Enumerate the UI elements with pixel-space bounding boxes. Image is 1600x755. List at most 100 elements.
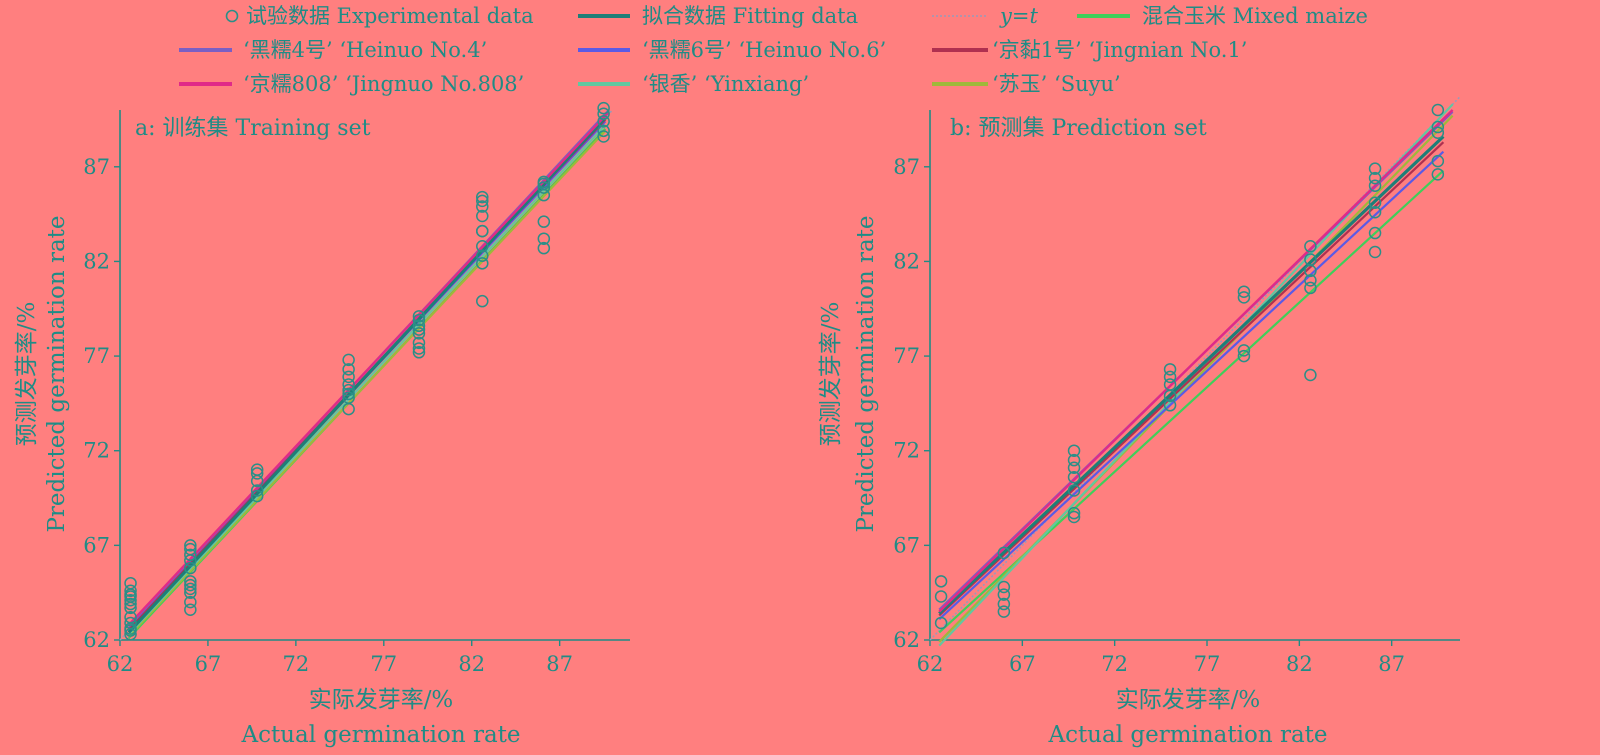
panel-prediction-axes: 62 67 72 77 82 87 62 67 72 77 82 87: [893, 110, 1460, 676]
legend-jingnuo808-label: ‘京糯808’ ‘Jingnuo No.808’: [243, 72, 524, 96]
experimental-point: [934, 616, 948, 630]
panel-prediction-ylabel: 预测发芽率/%: [818, 302, 844, 447]
experimental-point: [1067, 444, 1081, 457]
y-tick-label: 82: [893, 249, 920, 273]
experimental-point: [342, 387, 355, 401]
experimental-point: [184, 542, 197, 556]
experimental-point: [184, 582, 197, 596]
experimental-point: [412, 327, 426, 340]
series-line-fitting: [127, 116, 607, 634]
legend-heinuo6: ‘黑糯6号’ ‘Heinuo No.6’: [578, 38, 886, 62]
experimental-point: [1368, 196, 1382, 209]
experimental-point: [1163, 399, 1177, 412]
panel-prediction-xlabel-en: Actual germination rate: [1047, 722, 1327, 748]
legend-yinxiang-label: ‘银香’ ‘Yinxiang’: [642, 72, 809, 96]
panel-prediction-lines: [929, 96, 1461, 647]
experimental-point: [1304, 253, 1317, 266]
legend-experimental-marker: [225, 9, 239, 23]
experimental-point: [184, 575, 197, 588]
series-line-fitting: [938, 135, 1445, 615]
experimental-point: [1368, 226, 1382, 240]
experimental-point: [184, 561, 197, 575]
legend-heinuo6-label: ‘黑糯6号’ ‘Heinuo No.6’: [642, 38, 886, 62]
experimental-point: [1067, 484, 1081, 497]
experimental-point: [476, 190, 489, 204]
legend-experimental-label: 试验数据 Experimental data: [246, 4, 534, 28]
series-line-jingnuo808: [127, 111, 610, 626]
experimental-point: [1067, 506, 1081, 520]
experimental-point: [1431, 103, 1445, 117]
experimental-point: [1237, 344, 1251, 357]
experimental-point: [1163, 363, 1177, 376]
x-tick-label: 62: [917, 652, 944, 676]
legend-yt-label: y=t: [999, 4, 1038, 28]
experimental-point: [934, 575, 948, 588]
y-tick-label: 62: [83, 628, 110, 652]
experimental-point: [124, 594, 137, 607]
x-tick-label: 87: [546, 652, 573, 676]
experimental-point: [342, 353, 355, 367]
x-tick-label: 77: [370, 652, 397, 676]
y-tick-label: 67: [893, 533, 920, 557]
experimental-point: [997, 605, 1011, 618]
legend: 试验数据 Experimental data 拟合数据 Fitting data…: [179, 4, 1368, 96]
experimental-point: [342, 391, 355, 404]
experimental-point: [597, 124, 610, 138]
experimental-point: [1368, 179, 1382, 192]
x-tick-label: 87: [1378, 652, 1405, 676]
experimental-point: [476, 200, 489, 213]
x-tick-label: 72: [1101, 652, 1128, 676]
experimental-point: [1304, 368, 1317, 382]
experimental-point: [537, 181, 551, 194]
panel-training-axes: 62 67 72 77 82 87 62 67 72 77 82 87: [83, 110, 630, 676]
x-tick-label: 77: [1194, 652, 1221, 676]
panel-training-xlabel-en: Actual germination rate: [240, 722, 520, 748]
experimental-point: [476, 257, 489, 270]
panel-training-xlabel: 实际发芽率/%: [309, 687, 454, 713]
y-tick-label: 87: [83, 155, 110, 179]
experimental-point: [184, 539, 197, 552]
y-tick-label: 72: [83, 439, 110, 463]
experimental-point: [597, 130, 610, 143]
experimental-point: [476, 194, 489, 208]
y-tick-label: 82: [83, 249, 110, 273]
series-line-heinuo6: [938, 150, 1445, 620]
experimental-point: [184, 603, 197, 616]
legend-heinuo4: ‘黑糯4号’ ‘Heinuo No.4’: [179, 38, 487, 62]
x-tick-label: 62: [107, 652, 134, 676]
x-tick-label: 72: [282, 652, 309, 676]
experimental-point: [1368, 205, 1382, 219]
experimental-point: [412, 336, 426, 350]
x-tick-label: 82: [1286, 652, 1313, 676]
experimental-point: [1304, 274, 1317, 287]
y-tick-label: 62: [893, 628, 920, 652]
legend-heinuo4-label: ‘黑糯4号’ ‘Heinuo No.4’: [243, 38, 487, 62]
experimental-point: [597, 101, 610, 115]
experimental-point: [342, 402, 355, 416]
experimental-point: [1304, 240, 1317, 253]
experimental-point: [412, 310, 426, 323]
experimental-point: [250, 484, 264, 497]
panel-training-lines: [119, 109, 613, 641]
experimental-point: [537, 215, 551, 228]
experimental-point: [412, 319, 426, 333]
legend-jingnian1-label: ‘京黏1号’ ‘Jingnian No.1’: [992, 38, 1248, 62]
y-tick-label: 77: [893, 344, 920, 368]
legend-yt: y=t: [932, 4, 1038, 28]
legend-mixed: 混合玉米 Mixed maize: [1077, 4, 1368, 28]
experimental-point: [1163, 378, 1177, 391]
experimental-point: [997, 546, 1011, 560]
legend-suyu: ‘苏玉’ ‘Suyu’: [932, 72, 1121, 96]
experimental-point: [934, 590, 948, 603]
experimental-point: [412, 342, 426, 355]
experimental-point: [1431, 120, 1445, 134]
panel-prediction-xlabel: 实际发芽率/%: [1116, 687, 1261, 713]
experimental-point: [537, 232, 551, 245]
panel-training-ylabel: 预测发芽率/%: [14, 302, 40, 447]
experimental-point: [1067, 461, 1081, 474]
experimental-point: [997, 597, 1011, 611]
panel-prediction-label: b: 预测集 Prediction set: [950, 116, 1207, 141]
legend-jingnuo808: ‘京糯808’ ‘Jingnuo No.808’: [179, 72, 524, 96]
panel-training-label: a: 训练集 Training set: [135, 116, 371, 141]
